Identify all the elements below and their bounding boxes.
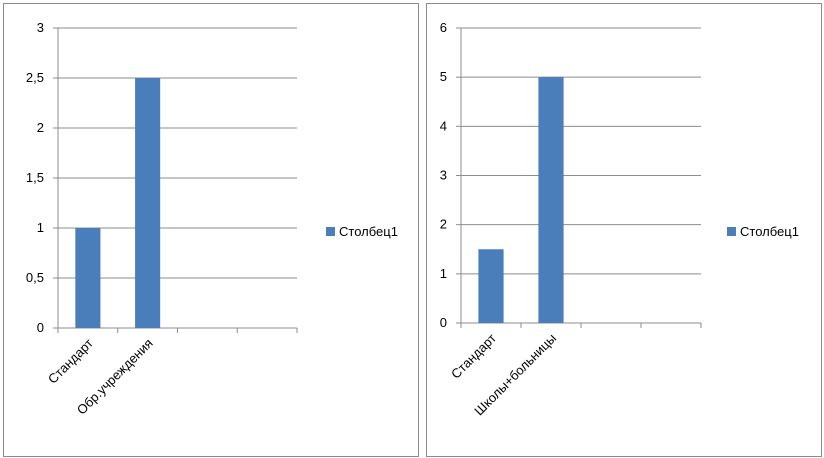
legend-swatch <box>727 227 736 236</box>
y-tick-label: 1,5 <box>26 170 44 185</box>
y-tick-label: 3 <box>440 168 447 183</box>
y-tick-label: 6 <box>440 20 447 35</box>
bar-chart-left: 00,511,522,53СтандартОбр.учрежденияСтолб… <box>26 20 398 418</box>
y-tick-label: 3 <box>37 20 44 35</box>
bar <box>478 249 504 323</box>
chart-panel-left: 0 0,5 1 1,5 2 2,5 3 Стандарт Обр.учреждения Столб… <box>3 3 419 457</box>
y-tick-label: 0,5 <box>26 270 44 285</box>
y-tick-label: 2,5 <box>26 70 44 85</box>
y-tick-label: 0 <box>440 315 447 330</box>
x-tick-label: Стандарт <box>448 330 499 381</box>
chart-panel-right: 0 1 2 3 4 5 6 Стандарт Школы+больницы Столбец1 <box>426 3 822 457</box>
y-tick-label: 2 <box>440 217 447 232</box>
legend-label: Столбец1 <box>740 224 799 239</box>
y-tick-label: 1 <box>440 266 447 281</box>
legend-label: Столбец1 <box>339 224 398 239</box>
bar <box>135 78 161 328</box>
y-tick-label: 5 <box>440 69 447 84</box>
y-tick-label: 1 <box>37 220 44 235</box>
bar <box>75 228 101 328</box>
x-tick-label: Стандарт <box>45 335 96 386</box>
y-tick-label: 0 <box>37 320 44 335</box>
legend-swatch <box>326 227 335 236</box>
y-tick-label: 2 <box>37 120 44 135</box>
bar <box>538 77 564 324</box>
y-tick-label: 4 <box>440 118 447 133</box>
